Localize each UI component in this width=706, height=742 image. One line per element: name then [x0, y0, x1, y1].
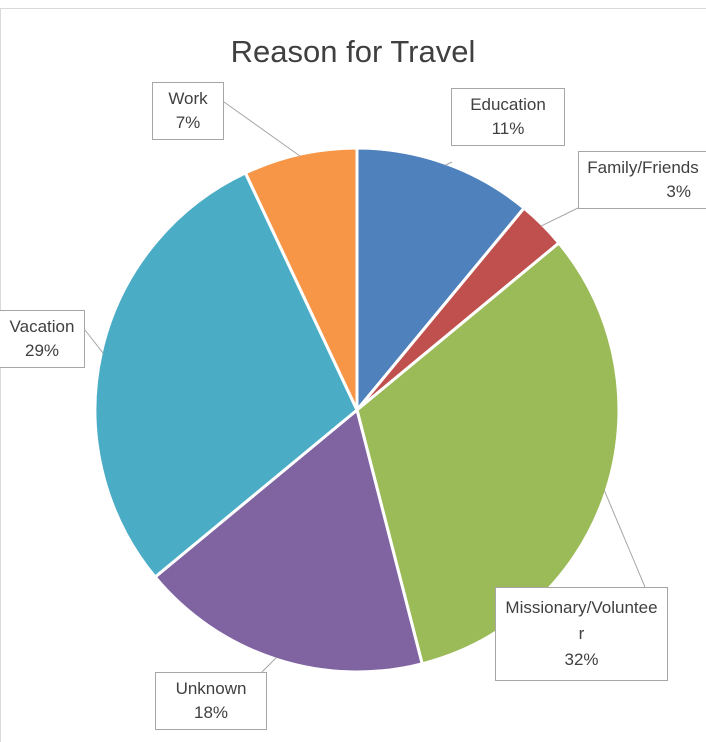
data-label-vacation-name: Vacation [9, 317, 75, 336]
leader-line-vacation [84, 329, 104, 354]
leader-line-education [444, 161, 453, 166]
pie-slice-education [355, 146, 527, 415]
data-label-education-value: 11% [491, 119, 525, 138]
leader-line-work [223, 101, 301, 157]
data-label-family-friends-value: 3% [666, 182, 691, 201]
data-label-work: Work 7% [152, 82, 224, 140]
data-label-unknown: Unknown 18% [155, 672, 267, 730]
pie-slice-unknown [153, 407, 424, 674]
data-label-work-name: Work [168, 89, 208, 108]
pie-slice-work [243, 146, 359, 411]
data-label-unknown-value: 18% [193, 703, 229, 722]
data-label-vacation: Vacation 29% [0, 310, 85, 368]
data-label-work-value: 7% [175, 113, 201, 132]
data-label-family-friends: Family/Friends 3% [578, 151, 706, 209]
data-label-education: Education 11% [451, 88, 565, 146]
data-label-education-name: Education [470, 95, 546, 114]
chart-title: Reason for Travel [230, 34, 476, 69]
leader-line-unknown [261, 656, 278, 673]
data-label-missionary-volunteer-name: Missionary/Volunteer [505, 598, 658, 643]
data-label-missionary-volunteer-value: 32% [564, 650, 599, 669]
pie-slice-missionary-volunteer [355, 240, 621, 666]
leader-line-family-friends [540, 207, 579, 227]
data-label-family-friends-name: Family/Friends [587, 158, 699, 177]
data-label-vacation-value: 29% [24, 341, 60, 360]
data-label-unknown-name: Unknown [175, 679, 247, 698]
data-label-missionary-volunteer: Missionary/Volunteer 32% [495, 587, 668, 681]
leader-line-missionary-volunteer [603, 490, 646, 588]
